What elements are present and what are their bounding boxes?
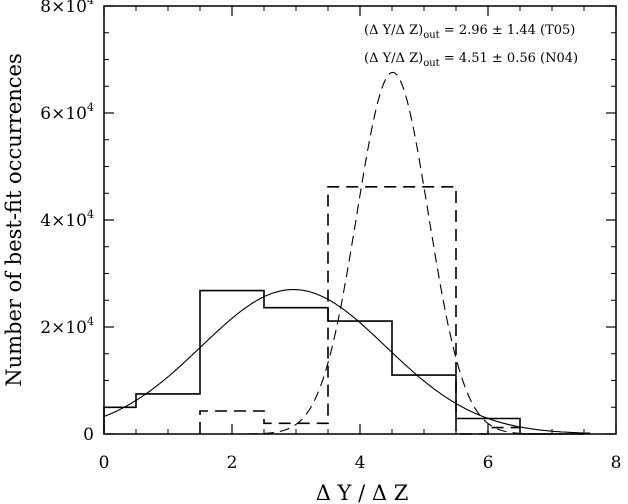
y-tick-base: 6×10: [40, 104, 87, 124]
y-tick-base: 2×10: [40, 318, 87, 338]
x-axis-label: Δ Y / Δ Z: [316, 481, 409, 504]
annotation-t05-prefix: (Δ Y/Δ Z): [364, 23, 423, 38]
y-tick-exponent: 4: [87, 101, 94, 114]
y-tick-base: 8×10: [40, 0, 87, 17]
y-tick-base: 0: [83, 425, 94, 445]
axis-ticks: [103, 5, 617, 435]
annotation-t05-sub: out: [423, 30, 439, 41]
solid-gaussian-fit-curve: [103, 289, 591, 434]
dashed-histogram-outline: [199, 186, 520, 435]
solid-histogram-bin: [136, 394, 200, 434]
annotation-t05-suffix: = 2.96 ± 1.44 (T05): [440, 23, 576, 38]
annotation-n04-suffix: = 4.51 ± 0.56 (N04): [440, 51, 578, 66]
dashed-histogram-bin: [328, 187, 456, 434]
y-tick-label: 6×104: [40, 101, 94, 124]
x-tick-label: 0: [99, 453, 110, 473]
solid-histogram-bin: [264, 308, 328, 434]
x-tick-label: 2: [227, 453, 238, 473]
y-tick-label: 2×104: [40, 315, 94, 338]
x-tick-labels: 0 2 4 6 8: [99, 453, 622, 473]
x-tick-label: 8: [611, 453, 622, 473]
y-axis-label: Number of best-fit occurrences: [2, 53, 26, 386]
y-tick-exponent: 4: [87, 315, 94, 328]
dashed-gaussian-fit-curve: [104, 71, 591, 435]
y-tick-label: 8×104: [40, 0, 94, 17]
solid-series: [103, 289, 591, 435]
annotation-n04: (Δ Y/Δ Z)out = 4.51 ± 0.56 (N04): [364, 51, 578, 69]
solid-histogram-bin: [328, 321, 392, 434]
y-tick-label: 4×104: [40, 208, 94, 231]
y-tick-exponent: 4: [87, 208, 94, 221]
solid-histogram-bin: [104, 407, 136, 434]
plot-frame: [103, 5, 617, 435]
solid-histogram-outline: [103, 289, 584, 435]
annotation-n04-prefix: (Δ Y/Δ Z): [364, 51, 423, 66]
x-tick-label: 6: [483, 453, 494, 473]
x-tick-label: 4: [355, 453, 366, 473]
solid-histogram-bin: [200, 291, 264, 434]
y-tick-exponent: 4: [87, 0, 94, 7]
dashed-series: [104, 71, 591, 435]
series-layer: [103, 71, 591, 435]
y-tick-label: 0: [83, 425, 94, 445]
annotation-t05: (Δ Y/Δ Z)out = 2.96 ± 1.44 (T05): [364, 23, 575, 41]
solid-histogram-bin: [392, 375, 456, 434]
y-tick-base: 4×10: [40, 211, 87, 231]
annotation-n04-sub: out: [423, 58, 439, 69]
